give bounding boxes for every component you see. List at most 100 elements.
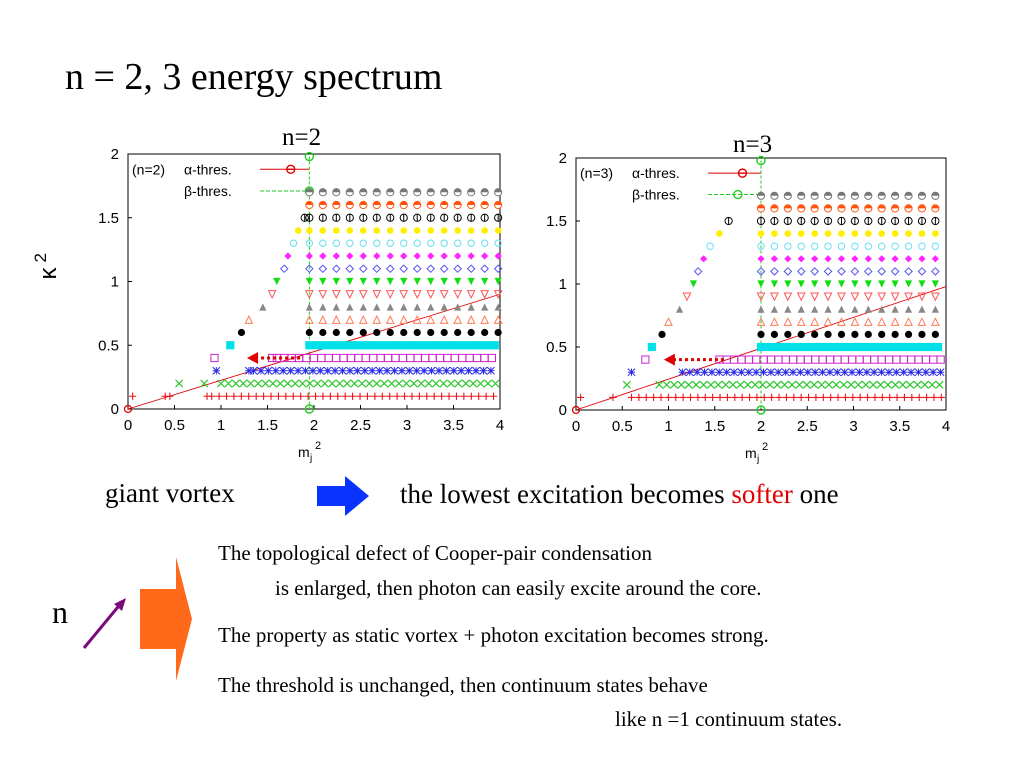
softer-arrow-head	[247, 352, 259, 364]
data-point	[274, 392, 283, 400]
data-point	[823, 267, 833, 276]
data-point	[319, 277, 327, 286]
data-point	[342, 341, 351, 350]
data-point	[480, 353, 489, 363]
data-point	[883, 380, 892, 389]
blue-arrow-icon	[317, 476, 369, 516]
data-point	[837, 204, 846, 209]
data-point	[363, 392, 372, 400]
y-tick-label: 0	[559, 402, 567, 419]
data-point	[877, 267, 887, 276]
data-point	[730, 368, 738, 377]
data-point	[658, 330, 666, 338]
x-tick-label: 3.5	[889, 418, 910, 435]
data-point	[357, 341, 366, 350]
data-point	[386, 239, 394, 247]
data-point	[818, 368, 827, 377]
data-point	[863, 267, 873, 276]
data-point	[837, 292, 846, 302]
data-point	[882, 342, 891, 352]
data-point	[706, 242, 714, 250]
y-tick-label: 0.5	[98, 337, 119, 354]
data-point	[757, 242, 765, 250]
data-point	[400, 392, 409, 400]
data-point	[837, 255, 846, 263]
data-point	[424, 379, 433, 388]
data-point	[686, 393, 695, 401]
data-point	[694, 393, 702, 401]
data-point	[811, 255, 819, 263]
softer-word: softer	[731, 479, 793, 509]
data-point	[904, 192, 913, 196]
data-point	[289, 239, 298, 247]
data-point	[345, 315, 355, 324]
data-point	[824, 230, 832, 237]
data-point	[926, 342, 935, 352]
data-point	[771, 230, 778, 237]
data-point	[781, 368, 790, 377]
data-point	[808, 342, 817, 352]
data-point	[361, 353, 370, 363]
threshold-marker	[756, 155, 766, 166]
data-point	[786, 342, 795, 352]
data-point	[494, 201, 502, 205]
x-tick-label: 1	[664, 418, 672, 435]
data-point	[305, 239, 314, 247]
data-point	[409, 379, 418, 388]
data-point	[467, 213, 476, 222]
data-point	[386, 341, 396, 350]
data-point	[898, 380, 907, 389]
y-tick-label: 1.5	[98, 210, 119, 227]
data-point	[913, 380, 922, 389]
data-point	[454, 328, 462, 337]
data-point	[699, 380, 708, 389]
data-point	[359, 303, 367, 311]
series-2	[627, 368, 945, 377]
data-point	[264, 366, 273, 375]
data-point	[931, 204, 939, 209]
data-point	[373, 252, 381, 260]
data-point	[797, 242, 805, 250]
data-point	[870, 355, 879, 364]
data-point	[413, 213, 422, 222]
data-point	[784, 280, 792, 288]
data-point	[850, 317, 860, 326]
data-point	[877, 216, 886, 226]
data-point	[664, 393, 672, 401]
data-point	[878, 280, 886, 288]
x-tick-label: 4	[942, 418, 950, 435]
data-point	[811, 192, 819, 196]
data-point	[373, 201, 381, 205]
data-point	[294, 227, 302, 234]
data-point	[426, 315, 436, 324]
x-tick-label: 0	[124, 417, 132, 434]
data-point	[904, 317, 913, 326]
data-point	[917, 317, 927, 326]
data-point	[784, 230, 792, 237]
data-point	[469, 379, 478, 388]
data-point	[824, 255, 832, 263]
data-point	[360, 366, 369, 375]
data-point	[440, 188, 448, 193]
data-point	[319, 201, 327, 205]
data-point	[878, 305, 886, 313]
legend-prefix: (n=3)	[580, 165, 613, 181]
data-point	[863, 393, 872, 401]
data-point	[647, 342, 656, 352]
data-point	[874, 342, 884, 352]
data-point	[440, 328, 448, 337]
data-point	[397, 366, 406, 375]
data-point	[904, 280, 913, 288]
data-point	[298, 379, 307, 388]
data-point	[289, 392, 297, 400]
data-point	[847, 380, 856, 389]
data-point	[300, 213, 309, 222]
data-point	[457, 366, 466, 375]
data-point	[358, 290, 368, 299]
data-point	[864, 280, 872, 288]
data-point	[416, 341, 425, 350]
data-point	[802, 380, 811, 389]
data-point	[737, 355, 746, 364]
data-point	[770, 280, 779, 288]
data-point	[760, 393, 768, 401]
